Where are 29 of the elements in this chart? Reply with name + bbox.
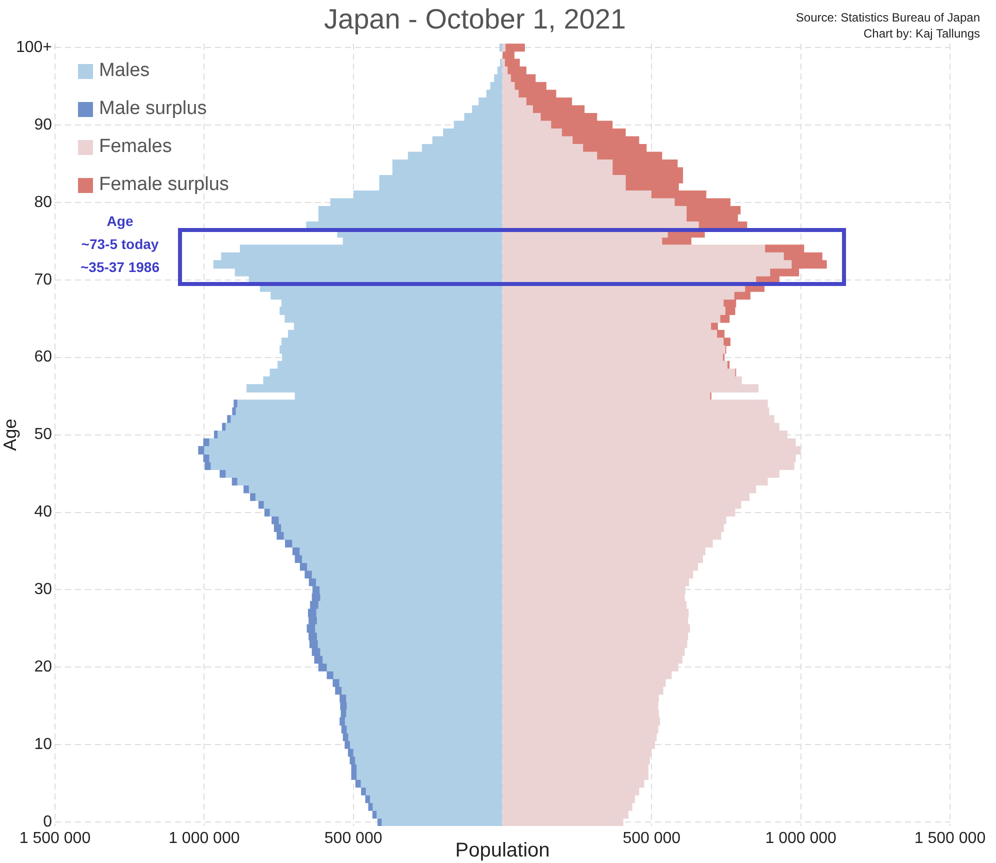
y-tick-label: 100+ [16, 38, 52, 56]
annotation: ~35-37 1986 [80, 258, 160, 275]
x-tick-label: 1 500 000 [914, 830, 986, 848]
legend-label: Females [99, 136, 172, 158]
x-tick-label: 1 000 000 [168, 830, 240, 848]
annotation: ~73-5 today [81, 236, 159, 252]
x-tick-label: 1 500 000 [19, 830, 91, 848]
y-tick-label: 10 [34, 736, 52, 754]
legend-label: Males [99, 60, 150, 82]
chart-title: Japan - October 1, 2021 [324, 4, 626, 35]
text: Chart by: Kaj Tallungs [863, 26, 980, 40]
y-tick-label: 90 [34, 116, 52, 134]
legend-label: Male surplus [99, 98, 207, 120]
y-tick-label: 20 [34, 658, 52, 676]
legend-label: Female surplus [99, 174, 229, 196]
y-tick-label: 0 [43, 814, 52, 831]
source-note: Source: Statistics Bureau of Japan [796, 10, 980, 24]
y-tick-label: 60 [34, 348, 52, 366]
y-tick-label: 50 [34, 426, 52, 444]
x-axis-title: Population [455, 840, 550, 862]
y-tick-label: 40 [34, 504, 52, 521]
x-tick-label: 500 000 [324, 830, 382, 848]
y-tick-label: 30 [34, 581, 52, 598]
x-tick-label: 500 000 [622, 830, 681, 848]
y-tick-label: 70 [34, 271, 52, 288]
y-tick-label: 80 [34, 194, 52, 211]
y-axis-title: Age [0, 418, 20, 451]
annotation: Age [106, 212, 134, 229]
x-tick-label: 1 000 000 [765, 830, 837, 848]
